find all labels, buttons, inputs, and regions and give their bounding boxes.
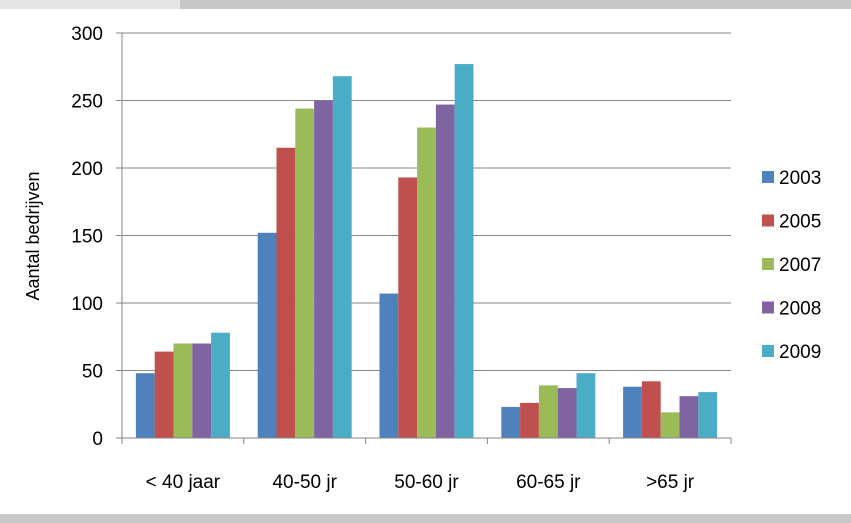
bar-2005-3 [520, 402, 539, 438]
bar-2005-4 [641, 381, 661, 438]
legend: 2003 2005 2007 2008 2009 [762, 168, 821, 363]
top-border-tab [0, 0, 180, 9]
y-tick-label: 250 [71, 92, 103, 113]
legend-swatch-2008 [762, 301, 774, 314]
x-tick-label: < 40 jaar [146, 472, 221, 493]
bar-2009-3 [576, 373, 596, 438]
bar-2009-2 [454, 64, 474, 439]
bar-2003-4 [623, 386, 642, 438]
legend-swatch-2003 [762, 171, 774, 183]
legend-swatch-2007 [762, 258, 774, 270]
y-tick-label: 150 [71, 227, 103, 248]
bar-2003-0 [135, 373, 155, 438]
bar-2007-4 [660, 412, 680, 438]
bar-2003-1 [257, 232, 277, 438]
x-tick-label: 60-65 jr [516, 472, 581, 493]
bar-2007-3 [538, 385, 558, 438]
bar-2008-4 [679, 396, 699, 438]
bar-2005-0 [154, 351, 174, 438]
y-axis-title: Aantal bedrijven [23, 171, 43, 300]
x-axis-ticks: < 40 jaar 40-50 jr 50-60 jr 60-65 jr >65 jr [121, 438, 732, 493]
bars [135, 64, 718, 439]
bar-2005-1 [276, 147, 296, 438]
bar-2008-0 [192, 343, 212, 438]
top-border [0, 0, 851, 9]
legend-label-2009: 2009 [779, 342, 821, 363]
bar-2007-0 [173, 343, 193, 438]
x-tick-label: >65 jr [646, 472, 695, 493]
legend-label-2007: 2007 [779, 255, 821, 276]
legend-swatch-2009 [762, 345, 774, 357]
y-tick-label: 100 [71, 294, 103, 315]
y-tick-label: 200 [71, 159, 103, 180]
y-tick-label: 0 [92, 429, 103, 450]
bar-2005-2 [398, 177, 418, 438]
bar-2009-1 [332, 76, 352, 438]
legend-label-2003: 2003 [779, 168, 821, 189]
y-tick-label: 50 [82, 362, 103, 383]
x-tick-label: 50-60 jr [394, 472, 459, 493]
legend-swatch-2005 [762, 214, 774, 227]
bar-2009-0 [211, 332, 230, 438]
bar-2003-2 [379, 293, 399, 438]
bar-2009-4 [698, 392, 718, 438]
bar-2008-3 [557, 388, 577, 438]
bar-2007-2 [417, 127, 436, 438]
bar-2003-3 [501, 406, 521, 438]
y-tick-label: 300 [71, 24, 103, 45]
legend-label-2005: 2005 [779, 212, 821, 233]
legend-label-2008: 2008 [779, 299, 821, 320]
bar-2008-1 [314, 100, 333, 438]
bottom-border [0, 514, 851, 523]
x-tick-label: 40-50 jr [272, 472, 337, 493]
bar-2008-2 [435, 104, 455, 439]
bar-2007-1 [295, 108, 315, 438]
y-axis-ticks: 0 50 100 150 200 250 300 [71, 24, 122, 450]
